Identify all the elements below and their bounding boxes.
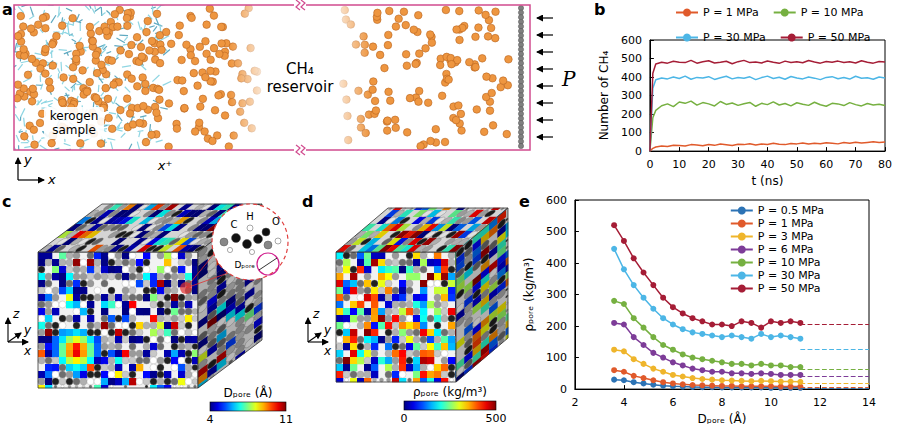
svg-text:a: a — [2, 0, 13, 19]
svg-text:600: 600 — [546, 194, 567, 207]
svg-text:0: 0 — [635, 145, 642, 158]
svg-text:400: 400 — [621, 71, 642, 84]
svg-text:200: 200 — [546, 320, 567, 333]
svg-text:12: 12 — [813, 396, 827, 409]
svg-text:x: x — [47, 172, 56, 187]
svg-text:O: O — [272, 216, 280, 227]
svg-text:reservoir: reservoir — [267, 78, 334, 96]
svg-text:z: z — [12, 307, 20, 321]
svg-text:500: 500 — [546, 225, 567, 238]
svg-text:P = 50 MPa: P = 50 MPa — [758, 282, 821, 295]
svg-text:P = 0.5 MPa: P = 0.5 MPa — [758, 204, 824, 217]
svg-text:P = 6 MPa: P = 6 MPa — [758, 243, 814, 256]
svg-text:z: z — [312, 307, 320, 321]
svg-text:kerogen: kerogen — [50, 109, 99, 123]
svg-text:y: y — [23, 323, 32, 337]
svg-text:11: 11 — [279, 413, 293, 426]
svg-text:200: 200 — [621, 108, 642, 121]
svg-text:400: 400 — [546, 257, 567, 270]
svg-text:e: e — [519, 192, 530, 211]
svg-text:60: 60 — [819, 158, 833, 171]
svg-text:y: y — [323, 323, 332, 337]
svg-text:Dₚₒᵣₑ (Å): Dₚₒᵣₑ (Å) — [698, 411, 747, 426]
svg-text:c: c — [2, 192, 11, 211]
svg-text:4: 4 — [207, 413, 214, 426]
svg-text:6: 6 — [669, 396, 676, 409]
svg-text:P = 30 MPa: P = 30 MPa — [703, 31, 766, 44]
svg-text:20: 20 — [702, 158, 716, 171]
svg-text:0: 0 — [560, 383, 567, 396]
svg-text:b: b — [594, 0, 605, 19]
svg-text:P = 3 MPa: P = 3 MPa — [758, 230, 814, 243]
svg-text:CH₄: CH₄ — [286, 60, 314, 78]
svg-text:t (ns): t (ns) — [752, 174, 784, 188]
svg-text:H: H — [246, 211, 254, 222]
svg-text:300: 300 — [621, 89, 642, 102]
svg-text:30: 30 — [731, 158, 745, 171]
svg-text:100: 100 — [621, 126, 642, 139]
svg-text:Number of CH₄: Number of CH₄ — [597, 51, 611, 141]
svg-text:x: x — [23, 344, 32, 358]
svg-text:500: 500 — [486, 412, 507, 425]
svg-text:y: y — [23, 152, 32, 167]
svg-text:4: 4 — [620, 396, 627, 409]
svg-text:8: 8 — [718, 396, 725, 409]
svg-text:sample: sample — [52, 123, 96, 137]
svg-text:300: 300 — [546, 288, 567, 301]
svg-text:Dₚₒᵣₑ: Dₚₒᵣₑ — [234, 260, 255, 270]
svg-text:600: 600 — [621, 34, 642, 47]
svg-text:40: 40 — [760, 158, 774, 171]
svg-text:0: 0 — [646, 158, 653, 171]
svg-text:P = 10 MPa: P = 10 MPa — [801, 6, 864, 19]
svg-text:x: x — [323, 344, 332, 358]
svg-text:ρₚₒᵣₑ (kg/m³): ρₚₒᵣₑ (kg/m³) — [522, 257, 536, 331]
svg-text:P: P — [561, 67, 576, 91]
svg-text:P = 50 MPa: P = 50 MPa — [808, 31, 871, 44]
svg-text:Dₚₒᵣₑ (Å): Dₚₒᵣₑ (Å) — [224, 385, 273, 400]
svg-text:d: d — [302, 192, 313, 211]
svg-text:70: 70 — [849, 158, 863, 171]
svg-text:P = 10 MPa: P = 10 MPa — [758, 256, 821, 269]
svg-text:P = 1 MPa: P = 1 MPa — [703, 6, 759, 19]
svg-text:10: 10 — [672, 158, 686, 171]
svg-text:P = 1 MPa: P = 1 MPa — [758, 217, 814, 230]
svg-text:500: 500 — [621, 52, 642, 65]
svg-text:0: 0 — [401, 412, 408, 425]
svg-text:10: 10 — [764, 396, 778, 409]
svg-text:x⁺: x⁺ — [157, 158, 173, 173]
svg-text:ρₚₒᵣₑ (kg/m³): ρₚₒᵣₑ (kg/m³) — [413, 385, 487, 399]
svg-text:C: C — [231, 219, 238, 230]
svg-text:100: 100 — [546, 351, 567, 364]
svg-text:14: 14 — [862, 396, 876, 409]
svg-text:50: 50 — [790, 158, 804, 171]
svg-text:2: 2 — [571, 396, 578, 409]
svg-text:80: 80 — [878, 158, 892, 171]
svg-text:P = 30 MPa: P = 30 MPa — [758, 269, 821, 282]
